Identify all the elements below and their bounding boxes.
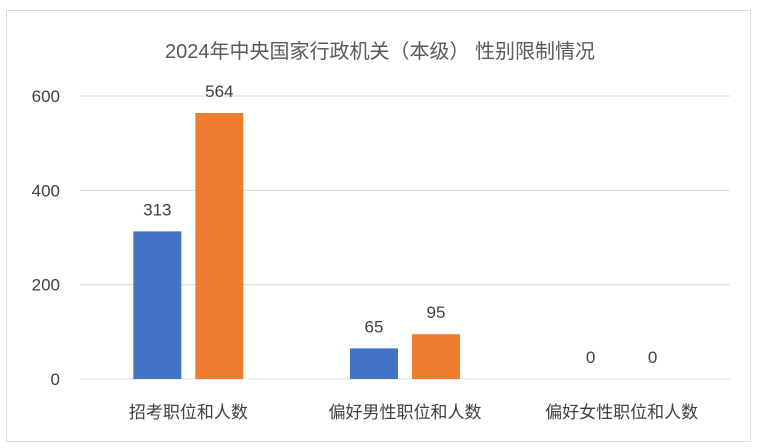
category-label: 偏好男性职位和人数: [329, 403, 482, 422]
y-tick-label: 200: [32, 276, 60, 295]
bar: [195, 112, 244, 379]
data-label: 95: [427, 303, 446, 322]
bar: [350, 348, 398, 379]
data-label: 564: [205, 82, 233, 101]
y-tick-label: 600: [32, 87, 60, 106]
y-tick-label: 400: [32, 181, 60, 200]
data-label: 65: [365, 317, 384, 336]
bar: [412, 334, 460, 379]
data-label: 0: [586, 348, 595, 367]
data-label: 0: [648, 348, 657, 367]
category-label: 偏好女性职位和人数: [545, 403, 698, 422]
data-label: 313: [143, 200, 171, 219]
category-label: 招考职位和人数: [129, 403, 248, 422]
chart-title: 2024年中央国家行政机关（本级） 性别限制情况: [165, 40, 595, 63]
bar: [133, 231, 182, 379]
y-tick-label: 0: [51, 370, 60, 389]
